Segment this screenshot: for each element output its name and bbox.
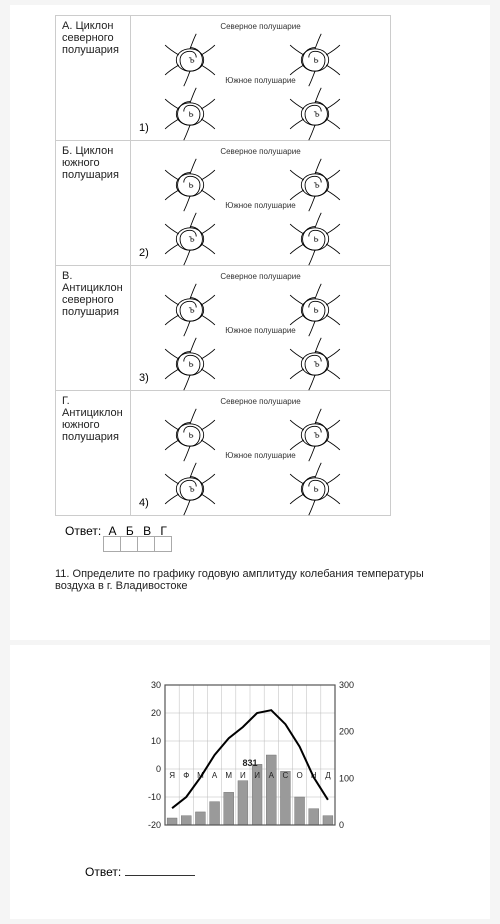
svg-text:И: И xyxy=(240,771,246,780)
svg-text:Д: Д xyxy=(325,771,331,780)
answer-11: Ответ: xyxy=(85,865,475,879)
answer-box[interactable] xyxy=(154,536,172,552)
swirl-icon: Ь xyxy=(162,336,218,395)
svg-text:Ь: Ь xyxy=(314,305,319,314)
svg-text:А: А xyxy=(269,771,275,780)
hemi-north-label: Северное полушарие xyxy=(220,272,300,281)
option-diagram-cell: Северное полушарие Ъ Ь Южное полушарие Ь xyxy=(131,16,391,141)
svg-text:10: 10 xyxy=(151,736,161,746)
hemi-north-label: Северное полушарие xyxy=(220,22,300,31)
option-number: 2) xyxy=(139,247,149,259)
svg-text:Ь: Ь xyxy=(189,180,194,189)
swirl-icon: Ъ xyxy=(287,336,343,395)
hemi-south-label: Южное полушарие xyxy=(225,201,295,210)
svg-text:0: 0 xyxy=(339,820,344,830)
svg-text:Ъ: Ъ xyxy=(314,359,320,368)
page-1: А. Циклон северного полушария Северное п… xyxy=(10,5,490,640)
swirl-icon: Ь xyxy=(287,461,343,520)
svg-text:20: 20 xyxy=(151,708,161,718)
svg-text:30: 30 xyxy=(151,680,161,690)
svg-text:Ъ: Ъ xyxy=(314,180,320,189)
option-desc: А. Циклон северного полушария xyxy=(56,16,131,141)
option-diagram-cell: Северное полушарие Ъ Ь Южное полушарие Ь xyxy=(131,266,391,391)
swirl-icon: Ь xyxy=(287,211,343,270)
answer-boxes xyxy=(103,536,475,552)
answer-row: Ответ: А Б В Г xyxy=(65,524,475,552)
svg-text:Ъ: Ъ xyxy=(314,109,320,118)
option-number: 1) xyxy=(139,122,149,134)
svg-text:О: О xyxy=(296,771,302,780)
answer-blank[interactable] xyxy=(125,866,195,876)
svg-text:И: И xyxy=(254,771,260,780)
option-number: 3) xyxy=(139,372,149,384)
option-diagram-cell: Северное полушарие Ь Ъ Южное полушарие Ъ xyxy=(131,141,391,266)
swirl-icon: Ъ xyxy=(162,211,218,270)
option-row: В. Антициклон северного полушария Северн… xyxy=(56,266,391,391)
svg-text:Ь: Ь xyxy=(314,55,319,64)
svg-text:-10: -10 xyxy=(148,792,161,802)
option-row: А. Циклон северного полушария Северное п… xyxy=(56,16,391,141)
hemi-south-label: Южное полушарие xyxy=(225,76,295,85)
svg-text:200: 200 xyxy=(339,727,354,737)
swirl-icon: Ь xyxy=(162,157,218,216)
svg-text:0: 0 xyxy=(156,764,161,774)
swirl-icon: Ъ xyxy=(162,461,218,520)
svg-text:831: 831 xyxy=(242,758,257,768)
swirl-icon: Ь xyxy=(162,407,218,466)
option-row: Г. Антициклон южного полушария Северное … xyxy=(56,391,391,516)
swirl-icon: Ъ xyxy=(287,86,343,145)
answer-box[interactable] xyxy=(103,536,121,552)
svg-text:Ъ: Ъ xyxy=(189,234,195,243)
svg-text:С: С xyxy=(283,771,289,780)
svg-text:Ъ: Ъ xyxy=(189,55,195,64)
answer-box[interactable] xyxy=(137,536,155,552)
hemi-north-label: Северное полушарие xyxy=(220,397,300,406)
svg-text:300: 300 xyxy=(339,680,354,690)
svg-text:Ь: Ь xyxy=(314,234,319,243)
svg-text:Ъ: Ъ xyxy=(189,305,195,314)
matching-table: А. Циклон северного полушария Северное п… xyxy=(55,15,391,516)
svg-text:Ь: Ь xyxy=(189,359,194,368)
climate-chart-wrap: -20-1001020300100200300ЯФМАМИИАСОНД831 xyxy=(25,675,475,845)
answer-label: Ответ: xyxy=(85,865,121,879)
hemi-north-label: Северное полушарие xyxy=(220,147,300,156)
option-diagram-cell: Северное полушарие Ь Ъ Южное полушарие Ъ xyxy=(131,391,391,516)
svg-text:100: 100 xyxy=(339,773,354,783)
svg-text:Ф: Ф xyxy=(183,771,189,780)
option-number: 4) xyxy=(139,497,149,509)
svg-text:Я: Я xyxy=(169,771,175,780)
svg-text:Ь: Ь xyxy=(314,484,319,493)
svg-text:Ъ: Ъ xyxy=(189,484,195,493)
svg-text:Ь: Ь xyxy=(189,109,194,118)
question-11-text: 11. Определите по графику годовую амплит… xyxy=(55,568,455,592)
option-desc: Г. Антициклон южного полушария xyxy=(56,391,131,516)
hemi-south-label: Южное полушарие xyxy=(225,326,295,335)
swirl-icon: Ь xyxy=(162,86,218,145)
hemi-south-label: Южное полушарие xyxy=(225,451,295,460)
answer-box[interactable] xyxy=(120,536,138,552)
option-desc: Б. Циклон южного полушария xyxy=(56,141,131,266)
svg-text:М: М xyxy=(225,771,232,780)
page-2: -20-1001020300100200300ЯФМАМИИАСОНД831 О… xyxy=(10,645,490,919)
climate-chart: -20-1001020300100200300ЯФМАМИИАСОНД831 xyxy=(130,675,370,845)
option-desc: В. Антициклон северного полушария xyxy=(56,266,131,391)
svg-text:А: А xyxy=(212,771,218,780)
answer-label: Ответ: xyxy=(65,524,101,538)
svg-text:-20: -20 xyxy=(148,820,161,830)
option-row: Б. Циклон южного полушария Северное полу… xyxy=(56,141,391,266)
svg-text:Ъ: Ъ xyxy=(314,430,320,439)
svg-text:Ь: Ь xyxy=(189,430,194,439)
swirl-icon: Ъ xyxy=(162,282,218,341)
swirl-icon: Ъ xyxy=(162,32,218,91)
